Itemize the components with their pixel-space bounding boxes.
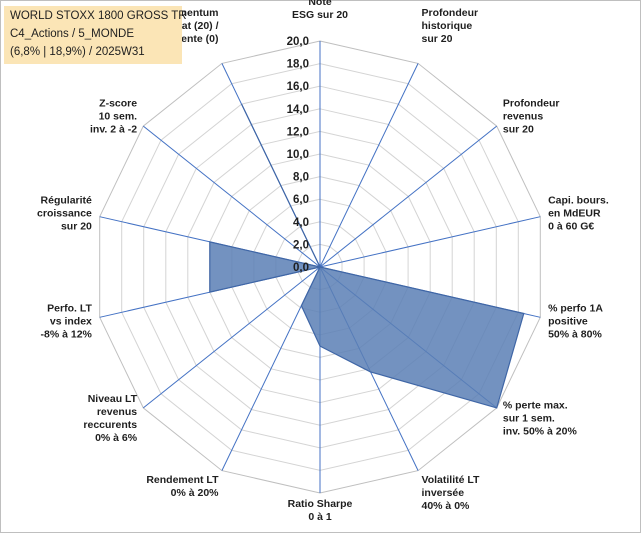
tick-label: 2,0 — [293, 239, 309, 251]
chart-title-box: WORLD STOXX 1800 GROSS TR C4_Actions / 5… — [4, 6, 187, 64]
tick-label: 8,0 — [293, 172, 309, 184]
series-area — [209, 103, 525, 409]
axis-label: Rendement LT 0% à 20% — [146, 474, 219, 499]
axis-label: Note ESG sur 20 — [292, 0, 348, 21]
tick-label: 18,0 — [287, 59, 309, 71]
axis-spoke — [142, 266, 321, 409]
axis-label: Volatilité LT inversée 40% à 0% — [422, 474, 481, 512]
tick-label: 4,0 — [293, 217, 309, 229]
tick-label: 0,0 — [293, 262, 309, 274]
tick-label: 14,0 — [287, 104, 309, 116]
axis-spoke — [319, 125, 498, 268]
axis-spoke — [319, 216, 541, 268]
tick-label: 6,0 — [293, 194, 309, 206]
radial-tick-labels: 0,0 2,0 4,0 6,0 8,0 10,0 12,0 14,0 16,0 18,0 20,0 — [287, 36, 309, 274]
axis-label: % perte max. sur 1 sem. inv. 50% à 20% — [503, 399, 578, 437]
chart-title-line-1: WORLD STOXX 1800 GROSS TR — [10, 10, 187, 22]
axis-label: Régularité croissance sur 20 — [37, 195, 92, 233]
axis-label: Profondeur revenus sur 20 — [503, 98, 560, 136]
tick-label: 20,0 — [287, 36, 309, 48]
radar-series-layer — [209, 103, 525, 409]
axis-label: Niveau LT revenus reccurents 0% à 6% — [83, 393, 137, 444]
tick-label: 16,0 — [287, 81, 309, 93]
axis-label: Perfo. LT vs index -8% à 12% — [41, 302, 93, 340]
axis-label: Profondeur historique sur 20 — [422, 7, 479, 45]
axis-label: Ratio Sharpe 0 à 1 — [288, 498, 353, 523]
axis-label: Capi. bours. en MdEUR 0 à 60 G€ — [548, 195, 609, 233]
chart-title-line-3: (6,8% | 18,9%) / 2025W31 — [10, 46, 145, 58]
axis-spoke — [142, 125, 321, 268]
tick-label: 12,0 — [287, 126, 309, 138]
chart-title-line-2: C4_Actions / 5_MONDE — [10, 28, 134, 40]
tick-label: 10,0 — [287, 149, 309, 161]
axis-label: Z-score 10 sem. inv. 2 à -2 — [90, 98, 137, 136]
axis-spoke — [319, 63, 419, 268]
axis-label: % perfo 1A positive 50% à 80% — [548, 302, 603, 340]
axis-labels: Note ESG sur 20 Profondeur historique sur 20… — [37, 0, 609, 523]
